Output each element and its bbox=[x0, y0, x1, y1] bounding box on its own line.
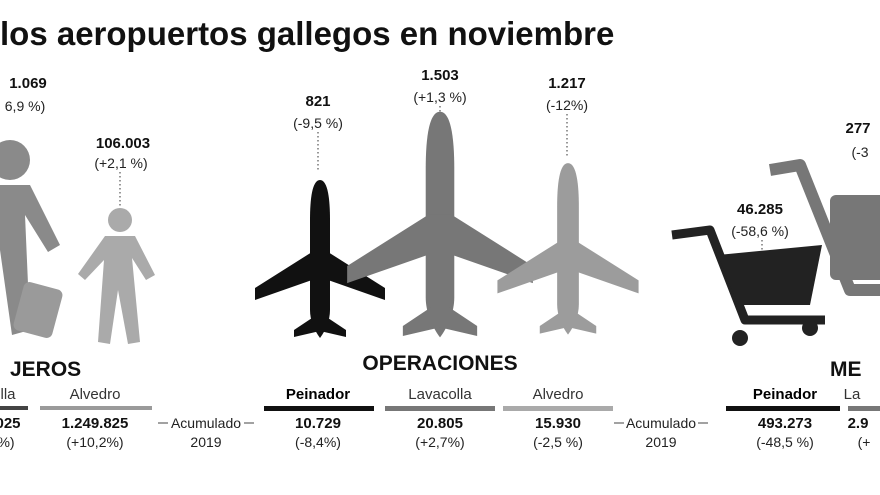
value: 1.069 bbox=[9, 75, 47, 92]
value: 1.503 bbox=[421, 67, 459, 84]
change: (+2,7%) bbox=[415, 434, 464, 450]
change: (-48,5 %) bbox=[756, 434, 814, 450]
change: (+1,3 %) bbox=[413, 89, 466, 105]
airport-bar bbox=[40, 406, 152, 410]
airport-name: Lavacolla bbox=[408, 386, 472, 403]
airport-name: Peinador bbox=[286, 386, 350, 403]
plane-icon bbox=[347, 111, 533, 338]
change: (+2,1 %) bbox=[94, 155, 147, 171]
total: 025 bbox=[0, 415, 21, 432]
change: (+10,2%) bbox=[66, 434, 123, 450]
change: (-58,6 %) bbox=[731, 223, 789, 239]
value: 821 bbox=[305, 93, 330, 110]
section-heading: JEROS bbox=[10, 358, 81, 381]
cumulative-label: 2019 bbox=[190, 434, 221, 450]
airport-bar bbox=[0, 406, 28, 410]
section-heading: OPERACIONES bbox=[362, 352, 517, 375]
total: 15.930 bbox=[535, 415, 581, 432]
change: %) bbox=[0, 434, 15, 450]
cumulative-label: 2019 bbox=[645, 434, 676, 450]
total: 2.9 bbox=[848, 415, 869, 432]
value: 46.285 bbox=[737, 201, 783, 218]
value: 277 bbox=[845, 120, 870, 137]
total: 20.805 bbox=[417, 415, 463, 432]
airport-bar bbox=[848, 406, 880, 411]
airport-name: lla bbox=[0, 386, 16, 403]
airport-bar bbox=[385, 406, 495, 411]
value: 106.003 bbox=[96, 135, 150, 152]
total: 493.273 bbox=[758, 415, 812, 432]
airport-bar bbox=[503, 406, 613, 411]
change: (-8,4%) bbox=[295, 434, 341, 450]
change: (+ bbox=[858, 434, 871, 450]
total: 1.249.825 bbox=[62, 415, 129, 432]
change: (-9,5 %) bbox=[293, 115, 343, 131]
airport-name: Peinador bbox=[753, 386, 817, 403]
cart-icons bbox=[671, 159, 880, 346]
airport-name: Alvedro bbox=[70, 386, 121, 403]
cumulative-label: Acumulado bbox=[626, 415, 696, 431]
change: (-2,5 %) bbox=[533, 434, 583, 450]
change: (-3 bbox=[851, 144, 868, 160]
total: 10.729 bbox=[295, 415, 341, 432]
change: 6,9 %) bbox=[5, 98, 45, 114]
airport-name: Alvedro bbox=[533, 386, 584, 403]
plane-icon bbox=[497, 163, 639, 335]
airport-bar bbox=[264, 406, 374, 411]
section-heading: ME bbox=[830, 358, 862, 381]
change: (-12%) bbox=[546, 97, 588, 113]
title: los aeropuertos gallegos en noviembre bbox=[0, 15, 614, 52]
passenger-icons bbox=[0, 140, 155, 344]
value: 1.217 bbox=[548, 75, 586, 92]
airport-name: La bbox=[844, 386, 861, 403]
airport-bar bbox=[726, 406, 840, 411]
cumulative-label: Acumulado bbox=[171, 415, 241, 431]
